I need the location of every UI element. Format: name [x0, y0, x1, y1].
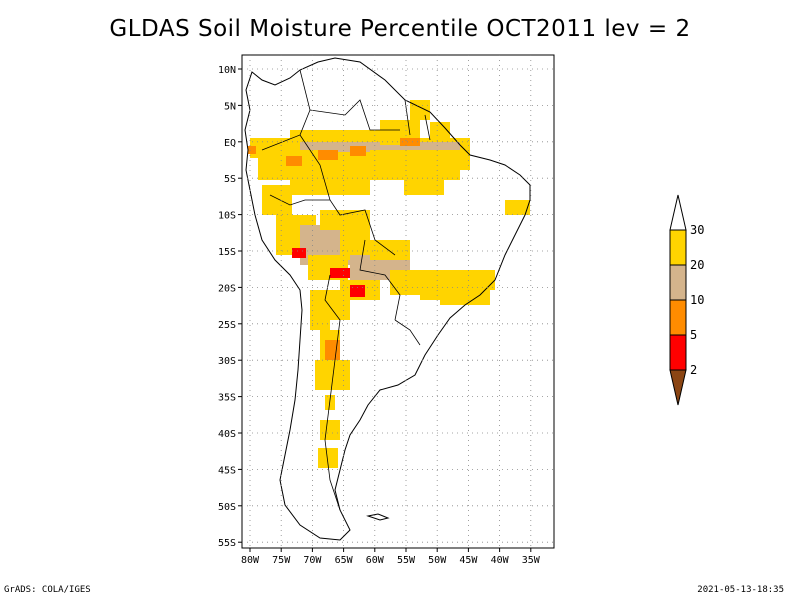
patch — [315, 360, 350, 390]
legend-label: 30 — [690, 223, 704, 237]
percentile-patches — [248, 100, 530, 468]
legend-label: 5 — [690, 328, 697, 342]
footer-credit: GrADS: COLA/IGES — [4, 585, 91, 595]
patch — [320, 420, 340, 440]
lat-tick-label: 45S — [218, 465, 236, 476]
country-borders — [261, 69, 431, 511]
patch — [318, 448, 338, 468]
footer-timestamp: 2021-05-13-18:35 — [697, 585, 784, 595]
patch — [320, 210, 370, 230]
patch — [300, 142, 460, 152]
lon-tick-label: 75W — [272, 555, 291, 566]
lat-tick-label: 50S — [218, 502, 236, 513]
patch — [262, 185, 292, 215]
patch — [350, 285, 365, 297]
lon-tick-label: 55W — [397, 555, 416, 566]
lon-tick-label: 35W — [522, 555, 541, 566]
patch — [292, 248, 306, 258]
patch — [330, 300, 350, 320]
patch — [410, 100, 430, 120]
lat-tick-label: 25S — [218, 320, 236, 331]
lat-tick-label: 5S — [224, 174, 236, 185]
patch — [325, 340, 340, 360]
patch — [310, 305, 330, 330]
lat-tick-label: 15S — [218, 247, 236, 258]
legend-bottom-cap — [669, 369, 687, 406]
lon-tick-label: 40W — [491, 555, 510, 566]
legend-label: 2 — [690, 363, 697, 377]
lat-tick-label: 20S — [218, 283, 236, 294]
lon-tick-label: 60W — [366, 555, 385, 566]
map-title: GLDAS Soil Moisture Percentile OCT2011 l… — [109, 16, 691, 42]
legend-label: 10 — [690, 293, 704, 307]
lat-tick-label: 35S — [218, 393, 236, 404]
lat-tick-label: EQ — [224, 138, 236, 149]
lon-tick-label: 65W — [335, 555, 354, 566]
patch — [370, 240, 410, 260]
patch — [318, 150, 338, 160]
legend-swatch — [669, 264, 687, 301]
latitude-labels: 10N 5N EQ 5S 10S 15S 20S 25S 30S 35S 40S 45S 50S 55S — [218, 65, 242, 549]
patch — [290, 155, 370, 195]
legend-label: 20 — [690, 258, 704, 272]
lat-tick-label: 55S — [218, 538, 236, 549]
lat-tick-label: 40S — [218, 429, 236, 440]
legend-swatch — [669, 229, 687, 266]
legend-colorbar: 30 20 10 5 2 — [669, 194, 704, 406]
lat-tick-label: 30S — [218, 356, 236, 367]
patch — [404, 175, 444, 195]
patch — [248, 146, 256, 154]
map-frame — [241, 54, 555, 549]
lon-tick-label: 70W — [303, 555, 322, 566]
patch — [400, 138, 420, 146]
patch — [505, 200, 530, 215]
patch — [470, 270, 495, 290]
lat-tick-label: 10S — [218, 211, 236, 222]
legend-swatch — [669, 299, 687, 336]
patch — [290, 130, 420, 140]
patch — [330, 268, 350, 278]
patch — [430, 122, 450, 142]
lat-tick-label: 5N — [224, 101, 236, 112]
lat-tick-label: 10N — [218, 65, 236, 76]
falkland-islands — [366, 513, 390, 521]
graticule — [242, 55, 554, 548]
lon-tick-label: 50W — [428, 555, 447, 566]
patch — [440, 150, 470, 170]
lon-tick-label: 80W — [241, 555, 260, 566]
lon-tick-label: 45W — [459, 555, 478, 566]
legend-swatch — [669, 334, 687, 371]
patch — [350, 146, 366, 156]
south-america-coastline — [244, 57, 531, 541]
longitude-labels: 80W 75W 70W 65W 60W 55W 50W 45W 40W 35W — [241, 548, 541, 566]
patch — [286, 156, 302, 166]
legend-top-cap — [669, 194, 687, 231]
